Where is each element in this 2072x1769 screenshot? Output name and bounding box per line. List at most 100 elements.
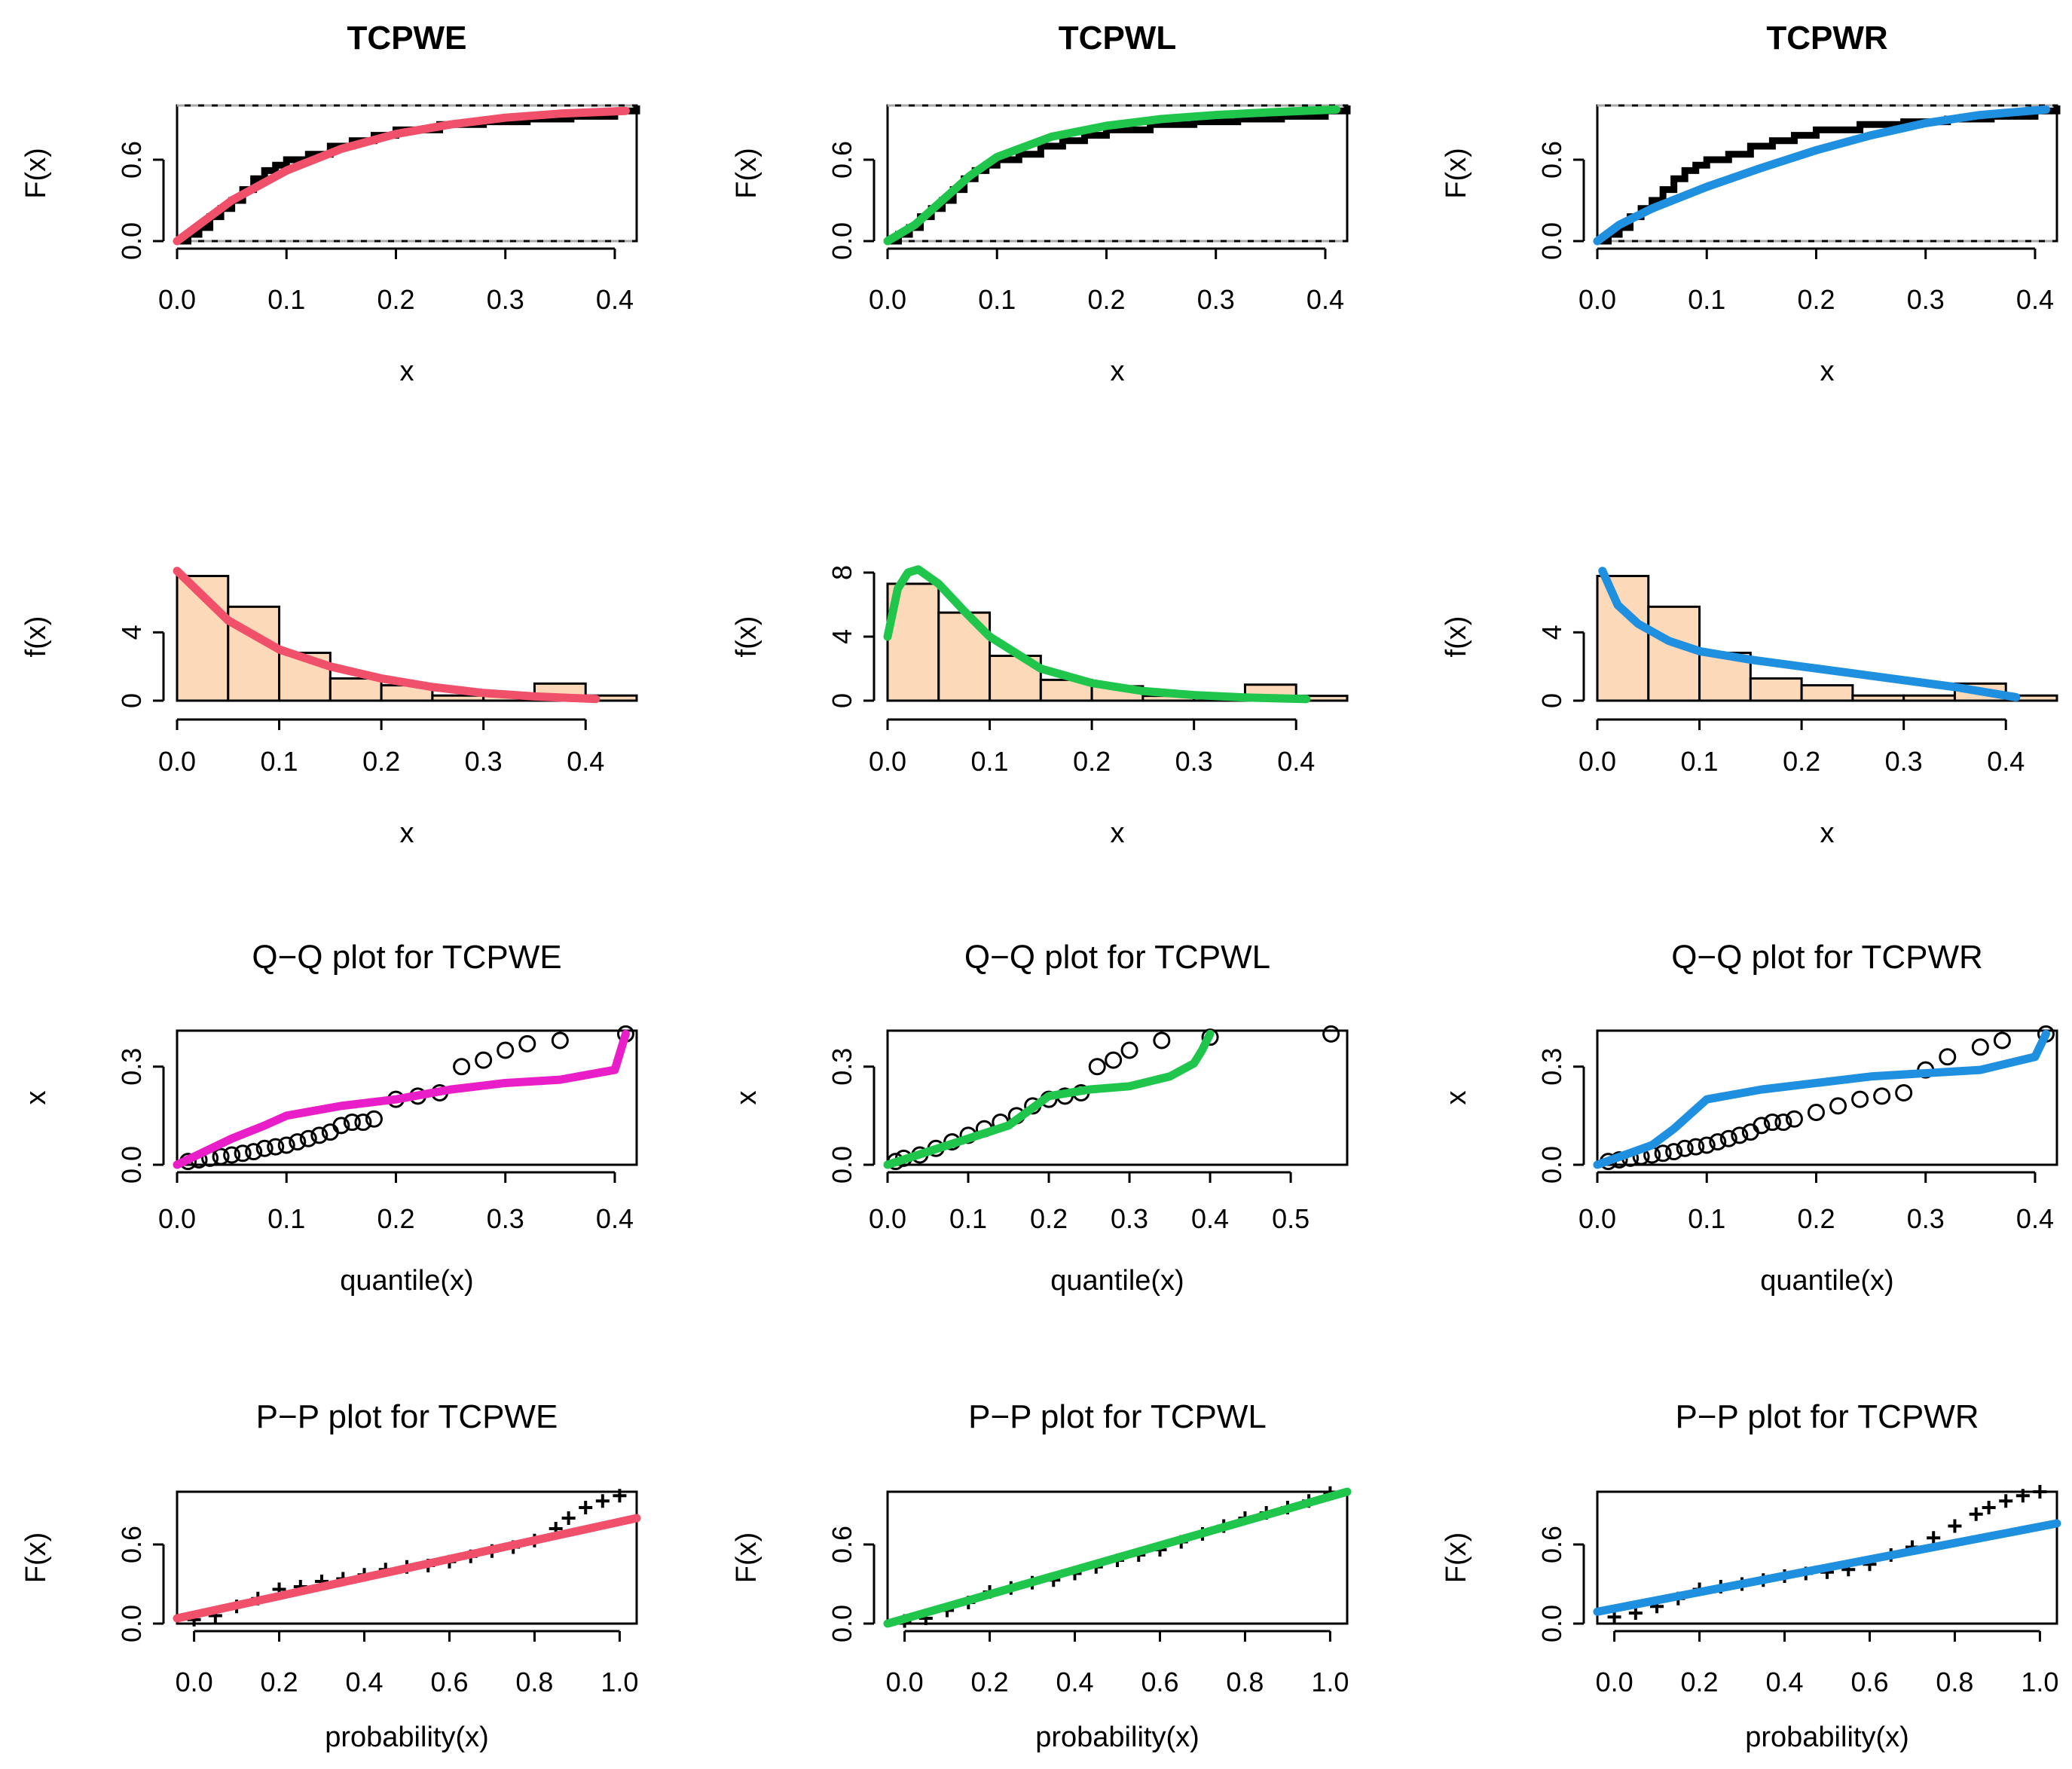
plot-frame [176, 1490, 638, 1625]
x-tick-label: 0.0 [869, 1203, 906, 1234]
fitted-line [883, 565, 1311, 704]
x-tick-label: 0.3 [465, 746, 503, 777]
data-point [1120, 1041, 1138, 1059]
y-tick-label: 0.6 [116, 1526, 147, 1563]
y-tick-label: 0.0 [827, 1605, 857, 1642]
data-point [267, 1138, 285, 1156]
y-tick-label: 8 [827, 565, 857, 580]
panel-title: P−P plot for TCPWR [1675, 1398, 1979, 1435]
x-tick-label: 0.4 [1056, 1667, 1093, 1697]
histogram-bar [431, 694, 485, 702]
y-tick-label: 0.3 [116, 1048, 147, 1086]
data-point [1654, 1144, 1672, 1163]
data-point [234, 1144, 252, 1163]
data-point [332, 1117, 350, 1135]
data-point [1105, 1051, 1123, 1069]
data-point [2033, 1485, 2047, 1499]
panel-cdf-tcpwr: TCPWR 0.0 0.1 0.2 0.3 0.4 x 0.0 0.6 F(x) [1441, 20, 2061, 387]
x-tick-label: 0.0 [158, 284, 196, 315]
panel-title: Q−Q plot for TCPWL [964, 939, 1270, 976]
data-point [1088, 1058, 1106, 1076]
data-point [1948, 1519, 1962, 1533]
x-tick-label: 0.3 [1175, 746, 1213, 777]
x-tick-label: 0.8 [1936, 1667, 1973, 1697]
y-tick-label: 4 [1536, 625, 1567, 640]
y-axis-label: F(x) [20, 148, 52, 199]
data-point [551, 1031, 569, 1049]
data-point [1873, 1087, 1891, 1105]
panel-qq-tcpwr: Q−Q plot for TCPWR 0.0 0.1 0.2 0.3 0.4 quantil… [1441, 939, 2058, 1297]
x-axis-label: x [1111, 817, 1125, 849]
y-tick-label: 0.0 [1536, 1146, 1567, 1184]
fitted-line [173, 1514, 641, 1623]
panel-pdf-tcpwr: 0.0 0.1 0.2 0.3 0.4 x 0 4 f(x) [1441, 567, 2058, 849]
y-axis-label: F(x) [731, 1532, 762, 1584]
panel-cdf-tcpwe: TCPWE 0.0 0.1 0.2 0.3 0.4 x 0.0 0.6 F(x) [20, 20, 640, 387]
x-tick-label: 0.2 [1797, 284, 1835, 315]
data-point [518, 1034, 536, 1053]
x-axis-label: x [1820, 356, 1835, 387]
histogram-bar [1800, 684, 1854, 702]
x-tick-label: 0.0 [869, 746, 906, 777]
histogram-bar [1902, 694, 1956, 702]
data-point [1785, 1110, 1803, 1128]
data-point [1895, 1083, 1913, 1101]
x-tick-label: 0.2 [1797, 1203, 1835, 1234]
x-tick-label: 0.4 [596, 284, 634, 315]
y-axis-label: x [1441, 1091, 1472, 1105]
x-tick-label: 0.0 [176, 1667, 213, 1697]
x-tick-label: 0.4 [1987, 746, 2025, 777]
data-point [1719, 1129, 1737, 1147]
x-tick-label: 0.4 [2016, 1203, 2054, 1234]
y-axis-label: F(x) [1441, 1532, 1472, 1584]
x-tick-label: 0.2 [261, 1667, 298, 1697]
x-tick-label: 0.3 [1885, 746, 1923, 777]
x-tick-label: 0.2 [1783, 746, 1820, 777]
fitted-line [173, 1029, 630, 1169]
x-tick-label: 0.0 [1578, 284, 1616, 315]
x-tick-label: 0.4 [1765, 1667, 1803, 1697]
x-tick-label: 0.0 [1578, 1203, 1616, 1234]
data-point [1982, 1501, 1996, 1514]
data-point [1774, 1114, 1792, 1132]
data-point [1153, 1031, 1171, 1049]
y-tick-label: 0.0 [827, 222, 857, 260]
x-tick-label: 0.4 [596, 1203, 634, 1234]
data-point [1731, 1126, 1749, 1144]
data-point [1969, 1507, 1983, 1521]
y-tick-label: 0.6 [827, 1526, 857, 1563]
x-tick-label: 0.1 [971, 746, 1009, 777]
y-axis-label: f(x) [20, 616, 52, 658]
x-tick-label: 0.0 [869, 284, 906, 315]
x-axis-label: probability(x) [325, 1722, 489, 1753]
panel-title: P−P plot for TCPWE [256, 1398, 558, 1435]
y-tick-label: 0.6 [827, 141, 857, 179]
x-axis-label: quantile(x) [1050, 1265, 1184, 1297]
fitted-line [1598, 567, 2021, 701]
histogram-bar [1596, 575, 1650, 702]
data-point [579, 1501, 593, 1514]
x-tick-label: 0.2 [1087, 284, 1125, 315]
data-point [595, 1494, 610, 1508]
x-tick-label: 0.3 [1907, 1203, 1945, 1234]
fitted-line [883, 1487, 1352, 1628]
x-tick-label: 0.0 [1596, 1667, 1633, 1697]
fitted-line [883, 1029, 1215, 1169]
y-tick-label: 0.6 [1536, 1526, 1567, 1563]
plot-frame [1596, 1490, 2058, 1625]
data-point [1927, 1531, 1941, 1545]
data-point [1939, 1048, 1957, 1066]
y-axis-label: x [731, 1091, 762, 1105]
y-tick-label: 0.6 [1536, 141, 1567, 179]
x-axis-label: x [1111, 356, 1125, 387]
x-tick-label: 0.5 [1272, 1203, 1310, 1234]
panel-title: TCPWL [1059, 20, 1176, 57]
data-point [212, 1147, 230, 1166]
x-tick-label: 0.2 [1681, 1667, 1719, 1697]
data-point [453, 1058, 471, 1076]
x-axis-label: x [400, 356, 414, 387]
panel-title: P−P plot for TCPWL [968, 1398, 1267, 1435]
x-axis-label: x [1820, 817, 1835, 849]
x-tick-label: 0.3 [1111, 1203, 1148, 1234]
